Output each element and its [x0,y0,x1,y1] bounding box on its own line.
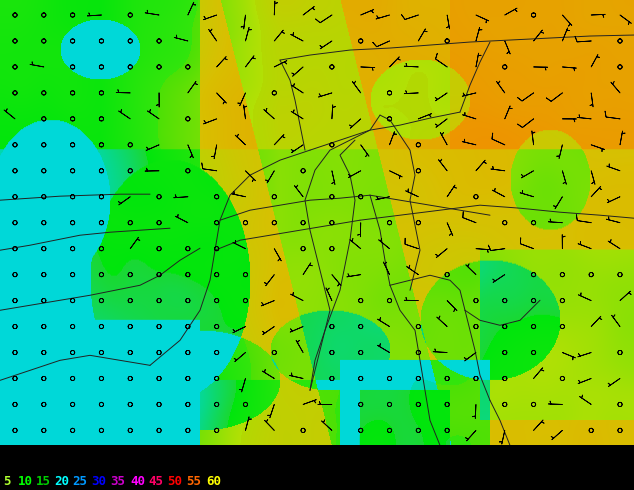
Text: 20: 20 [54,475,69,488]
Text: 5: 5 [3,475,11,488]
Text: 10: 10 [18,475,33,488]
Text: 25: 25 [72,475,87,488]
Text: 50: 50 [167,475,182,488]
Text: Mo 03-06-2024 12:00 UTC (12+120): Mo 03-06-2024 12:00 UTC (12+120) [391,452,631,466]
Text: 15: 15 [36,475,51,488]
Text: Surface wind [kts] ECMWF: Surface wind [kts] ECMWF [3,452,183,466]
Text: © weatheronline.co.uk: © weatheronline.co.uk [489,478,631,488]
Text: 55: 55 [186,475,201,488]
Text: 35: 35 [110,475,125,488]
Text: 40: 40 [130,475,145,488]
Text: 30: 30 [91,475,106,488]
Text: 60: 60 [206,475,221,488]
Text: 45: 45 [148,475,163,488]
